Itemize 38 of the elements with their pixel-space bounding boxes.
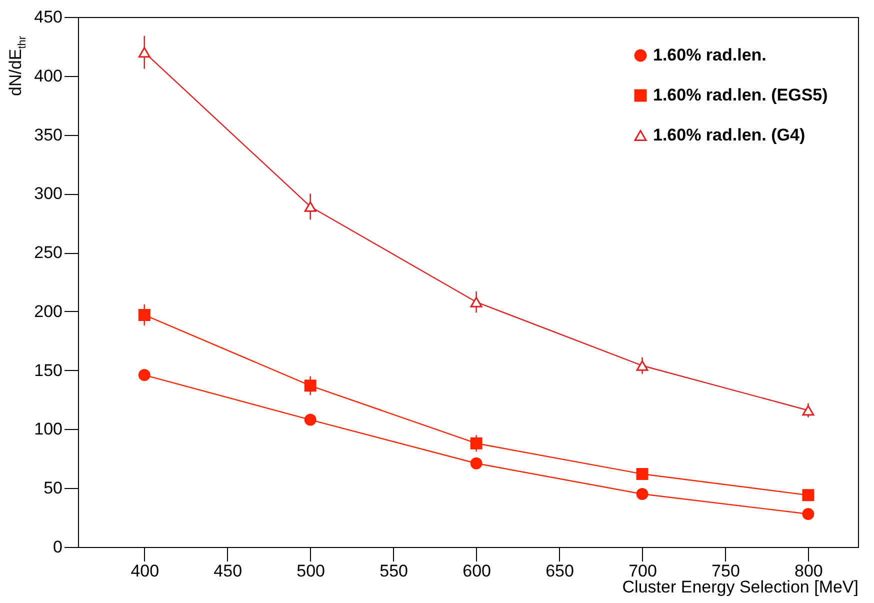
y-tick-label: 200: [34, 302, 62, 321]
point: [636, 488, 648, 500]
point: [138, 369, 150, 382]
point: [470, 437, 482, 450]
y-tick-label: 0: [53, 538, 62, 556]
y-tick-label: 350: [34, 125, 62, 144]
point: [304, 414, 316, 426]
x-tick-label: 800: [794, 562, 823, 580]
point: [802, 508, 814, 520]
point: [304, 201, 316, 212]
y-tick-label: 450: [34, 8, 62, 26]
y-tick-label: 300: [34, 184, 62, 204]
x-tick-label: 750: [712, 562, 740, 580]
x-tick-label: 650: [546, 562, 574, 580]
x-tick-label: 450: [214, 562, 242, 580]
x-tick-label: 400: [130, 562, 160, 580]
y-tick-label: 400: [34, 66, 62, 86]
y-tick-label: 100: [34, 420, 62, 439]
point: [138, 47, 150, 58]
x-tick-label: 500: [296, 562, 326, 580]
y-tick-label: 250: [34, 243, 62, 262]
point: [802, 405, 814, 416]
point: [304, 380, 316, 392]
point: [470, 457, 482, 470]
x-tick-label: 550: [380, 562, 408, 580]
point: [636, 468, 648, 480]
y-tick-label: 50: [44, 478, 62, 498]
x-tick-label: 600: [462, 562, 491, 580]
legend-label: 1.60% rad.len. (EGS5): [653, 86, 828, 104]
x-tick-label: 700: [628, 562, 657, 580]
point: [802, 489, 814, 502]
point: [470, 296, 482, 308]
point: [138, 308, 150, 321]
x-axis-title: Cluster Energy Selection [MeV]: [622, 578, 858, 596]
legend-label: 1.60% rad.len.: [653, 46, 766, 64]
y-tick-label: 150: [34, 360, 62, 380]
legend-label: 1.60% rad.len. (G4): [653, 126, 806, 144]
point: [636, 360, 648, 371]
